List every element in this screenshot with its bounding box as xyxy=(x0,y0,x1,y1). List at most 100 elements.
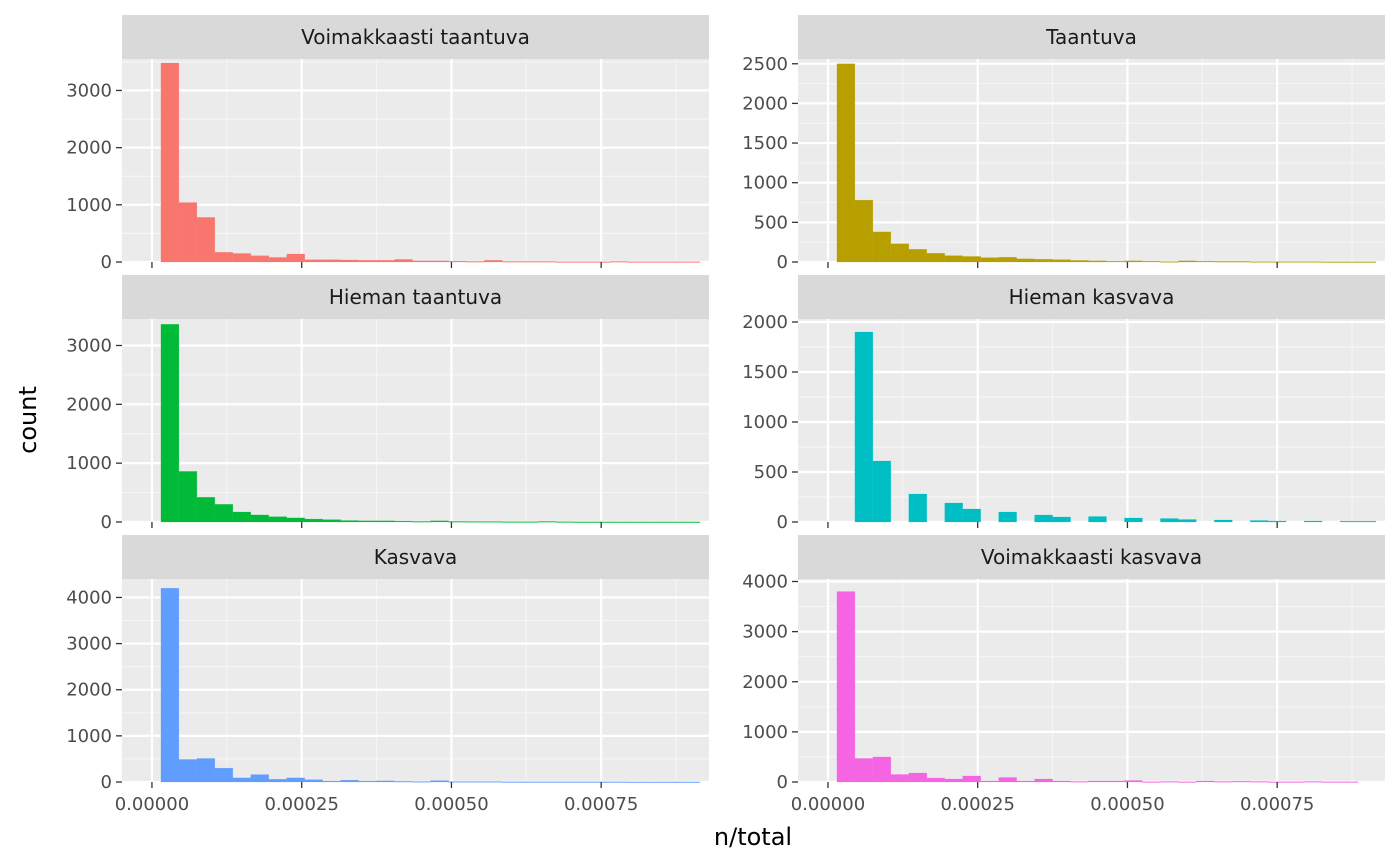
histogram-bar xyxy=(340,779,359,783)
histogram-bar xyxy=(502,521,521,523)
histogram-bar xyxy=(268,257,287,263)
histogram-bar xyxy=(232,777,252,783)
histogram-bar xyxy=(484,260,503,263)
histogram-bar xyxy=(412,781,431,783)
histogram-bar xyxy=(538,781,557,783)
histogram-bar xyxy=(1249,781,1269,783)
histogram-bar xyxy=(926,777,946,783)
panel: Hieman taantuva 0 1000 2000 3000 xyxy=(66,275,709,533)
x-tick-label: 0.00025 xyxy=(940,794,1014,815)
histogram-bar xyxy=(412,521,431,523)
histogram-bar xyxy=(376,780,395,783)
histogram-bar xyxy=(1124,780,1143,783)
histogram-bar xyxy=(1339,781,1359,783)
histogram-bar xyxy=(322,259,341,263)
histogram-bar xyxy=(1249,520,1269,523)
histogram-bar xyxy=(944,778,963,783)
histogram-bar xyxy=(609,781,629,783)
histogram-bar xyxy=(214,767,234,783)
y-tick-label: 1500 xyxy=(742,362,788,383)
histogram-bar xyxy=(466,521,485,523)
facet-strip-label: Hieman kasvava xyxy=(1009,285,1175,309)
histogram-bar xyxy=(609,261,629,263)
y-tick-label: 3000 xyxy=(66,80,112,101)
histogram-bar xyxy=(573,781,593,783)
histogram-bar xyxy=(322,519,341,523)
x-tick-label: 0.00075 xyxy=(1240,794,1314,815)
histogram-bar xyxy=(1124,260,1143,263)
histogram-bar xyxy=(854,331,874,523)
histogram-bar xyxy=(1070,781,1089,783)
histogram-bar xyxy=(1339,520,1359,523)
histogram-bar xyxy=(556,521,575,523)
facet-strip xyxy=(798,535,1385,579)
histogram-bar xyxy=(538,521,557,523)
y-tick-label: 1000 xyxy=(742,412,788,433)
histogram-bar xyxy=(663,261,683,263)
histogram-bar xyxy=(394,781,413,783)
histogram-bar xyxy=(340,259,359,263)
histogram-bar xyxy=(1214,519,1233,523)
panel: Voimakkaasti taantuva 0 1000 2000 3000 xyxy=(66,15,709,273)
panel-background xyxy=(122,579,709,782)
histogram-bar xyxy=(890,243,910,263)
histogram-bar xyxy=(448,260,467,263)
histogram-bar xyxy=(962,775,981,783)
y-tick-label: 2000 xyxy=(742,672,788,693)
histogram-bar xyxy=(376,260,395,263)
histogram-bar xyxy=(1016,258,1035,263)
y-tick-label: 0 xyxy=(777,772,788,793)
histogram-bar xyxy=(944,255,963,263)
y-tick-label: 2000 xyxy=(742,312,788,333)
histogram-bar xyxy=(430,780,449,783)
histogram-bar xyxy=(645,261,665,263)
histogram-bar xyxy=(980,780,999,783)
histogram-bar xyxy=(1303,781,1323,783)
facet-strip-label: Hieman taantuva xyxy=(329,285,502,309)
histogram-bar xyxy=(854,758,874,783)
histogram-bar xyxy=(1303,520,1323,523)
x-tick-label: 0.00000 xyxy=(791,794,865,815)
y-tick-label: 4000 xyxy=(66,587,112,608)
histogram-bar xyxy=(908,772,928,783)
histogram-bar xyxy=(358,520,377,523)
histogram-bar xyxy=(304,779,323,783)
histogram-bar xyxy=(556,261,575,263)
histogram-bar xyxy=(520,781,539,783)
histogram-bar xyxy=(890,774,910,783)
histogram-bar xyxy=(998,511,1017,523)
histogram-bar xyxy=(1178,781,1197,783)
histogram-bar xyxy=(627,521,647,523)
histogram-bar xyxy=(1339,261,1359,263)
facet-strip xyxy=(122,275,709,319)
y-tick-label: 2500 xyxy=(742,54,788,75)
y-tick-label: 2000 xyxy=(66,138,112,159)
histogram-bar xyxy=(1070,260,1089,263)
y-tick-label: 1000 xyxy=(66,726,112,747)
histogram-bar xyxy=(1124,517,1143,523)
histogram-bar xyxy=(1357,261,1377,263)
histogram-bar xyxy=(836,591,856,783)
histogram-bar xyxy=(980,257,999,263)
histogram-bar xyxy=(430,520,449,523)
y-tick-label: 0 xyxy=(101,512,112,533)
histogram-bar xyxy=(609,521,629,523)
histogram-bar xyxy=(520,261,539,263)
facet-strip xyxy=(122,15,709,59)
histogram-bar xyxy=(358,260,377,263)
histogram-bar xyxy=(1088,516,1107,523)
x-tick-label: 0.00050 xyxy=(414,794,488,815)
histogram-bar xyxy=(1214,781,1233,783)
histogram-bar xyxy=(160,62,180,263)
histogram-bar xyxy=(214,252,234,263)
y-tick-label: 3000 xyxy=(66,634,112,655)
histogram-bar xyxy=(908,493,928,523)
panel: Voimakkaasti kasvava 0 1000 2000 3000 4000 0.0… xyxy=(742,535,1385,815)
facet-strip-label: Kasvava xyxy=(374,545,458,569)
x-tick-label: 0.00075 xyxy=(564,794,638,815)
histogram-bar xyxy=(944,502,963,523)
panel: Hieman kasvava 0 500 1000 1500 2000 xyxy=(742,275,1385,533)
y-tick-label: 4000 xyxy=(742,572,788,593)
panel: Taantuva 0 500 1000 1500 2000 2500 xyxy=(742,15,1385,273)
